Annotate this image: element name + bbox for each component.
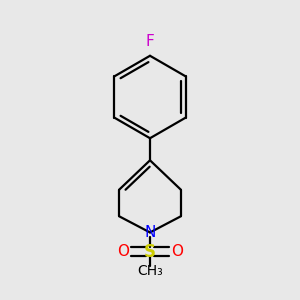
Text: O: O — [171, 244, 183, 259]
Text: F: F — [146, 34, 154, 49]
Text: S: S — [144, 243, 156, 261]
Text: N: N — [144, 225, 156, 240]
Text: CH₃: CH₃ — [137, 264, 163, 278]
Text: O: O — [117, 244, 129, 259]
